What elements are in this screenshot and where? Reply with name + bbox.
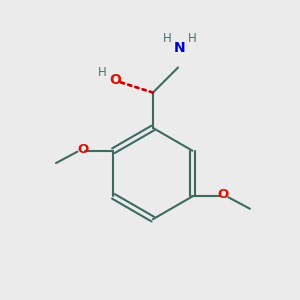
Text: N: N bbox=[174, 41, 185, 56]
Text: O: O bbox=[109, 73, 121, 87]
Text: H: H bbox=[98, 66, 107, 80]
Text: H: H bbox=[188, 32, 196, 46]
Text: O: O bbox=[78, 143, 89, 156]
Text: H: H bbox=[163, 32, 172, 46]
Text: O: O bbox=[217, 188, 228, 201]
